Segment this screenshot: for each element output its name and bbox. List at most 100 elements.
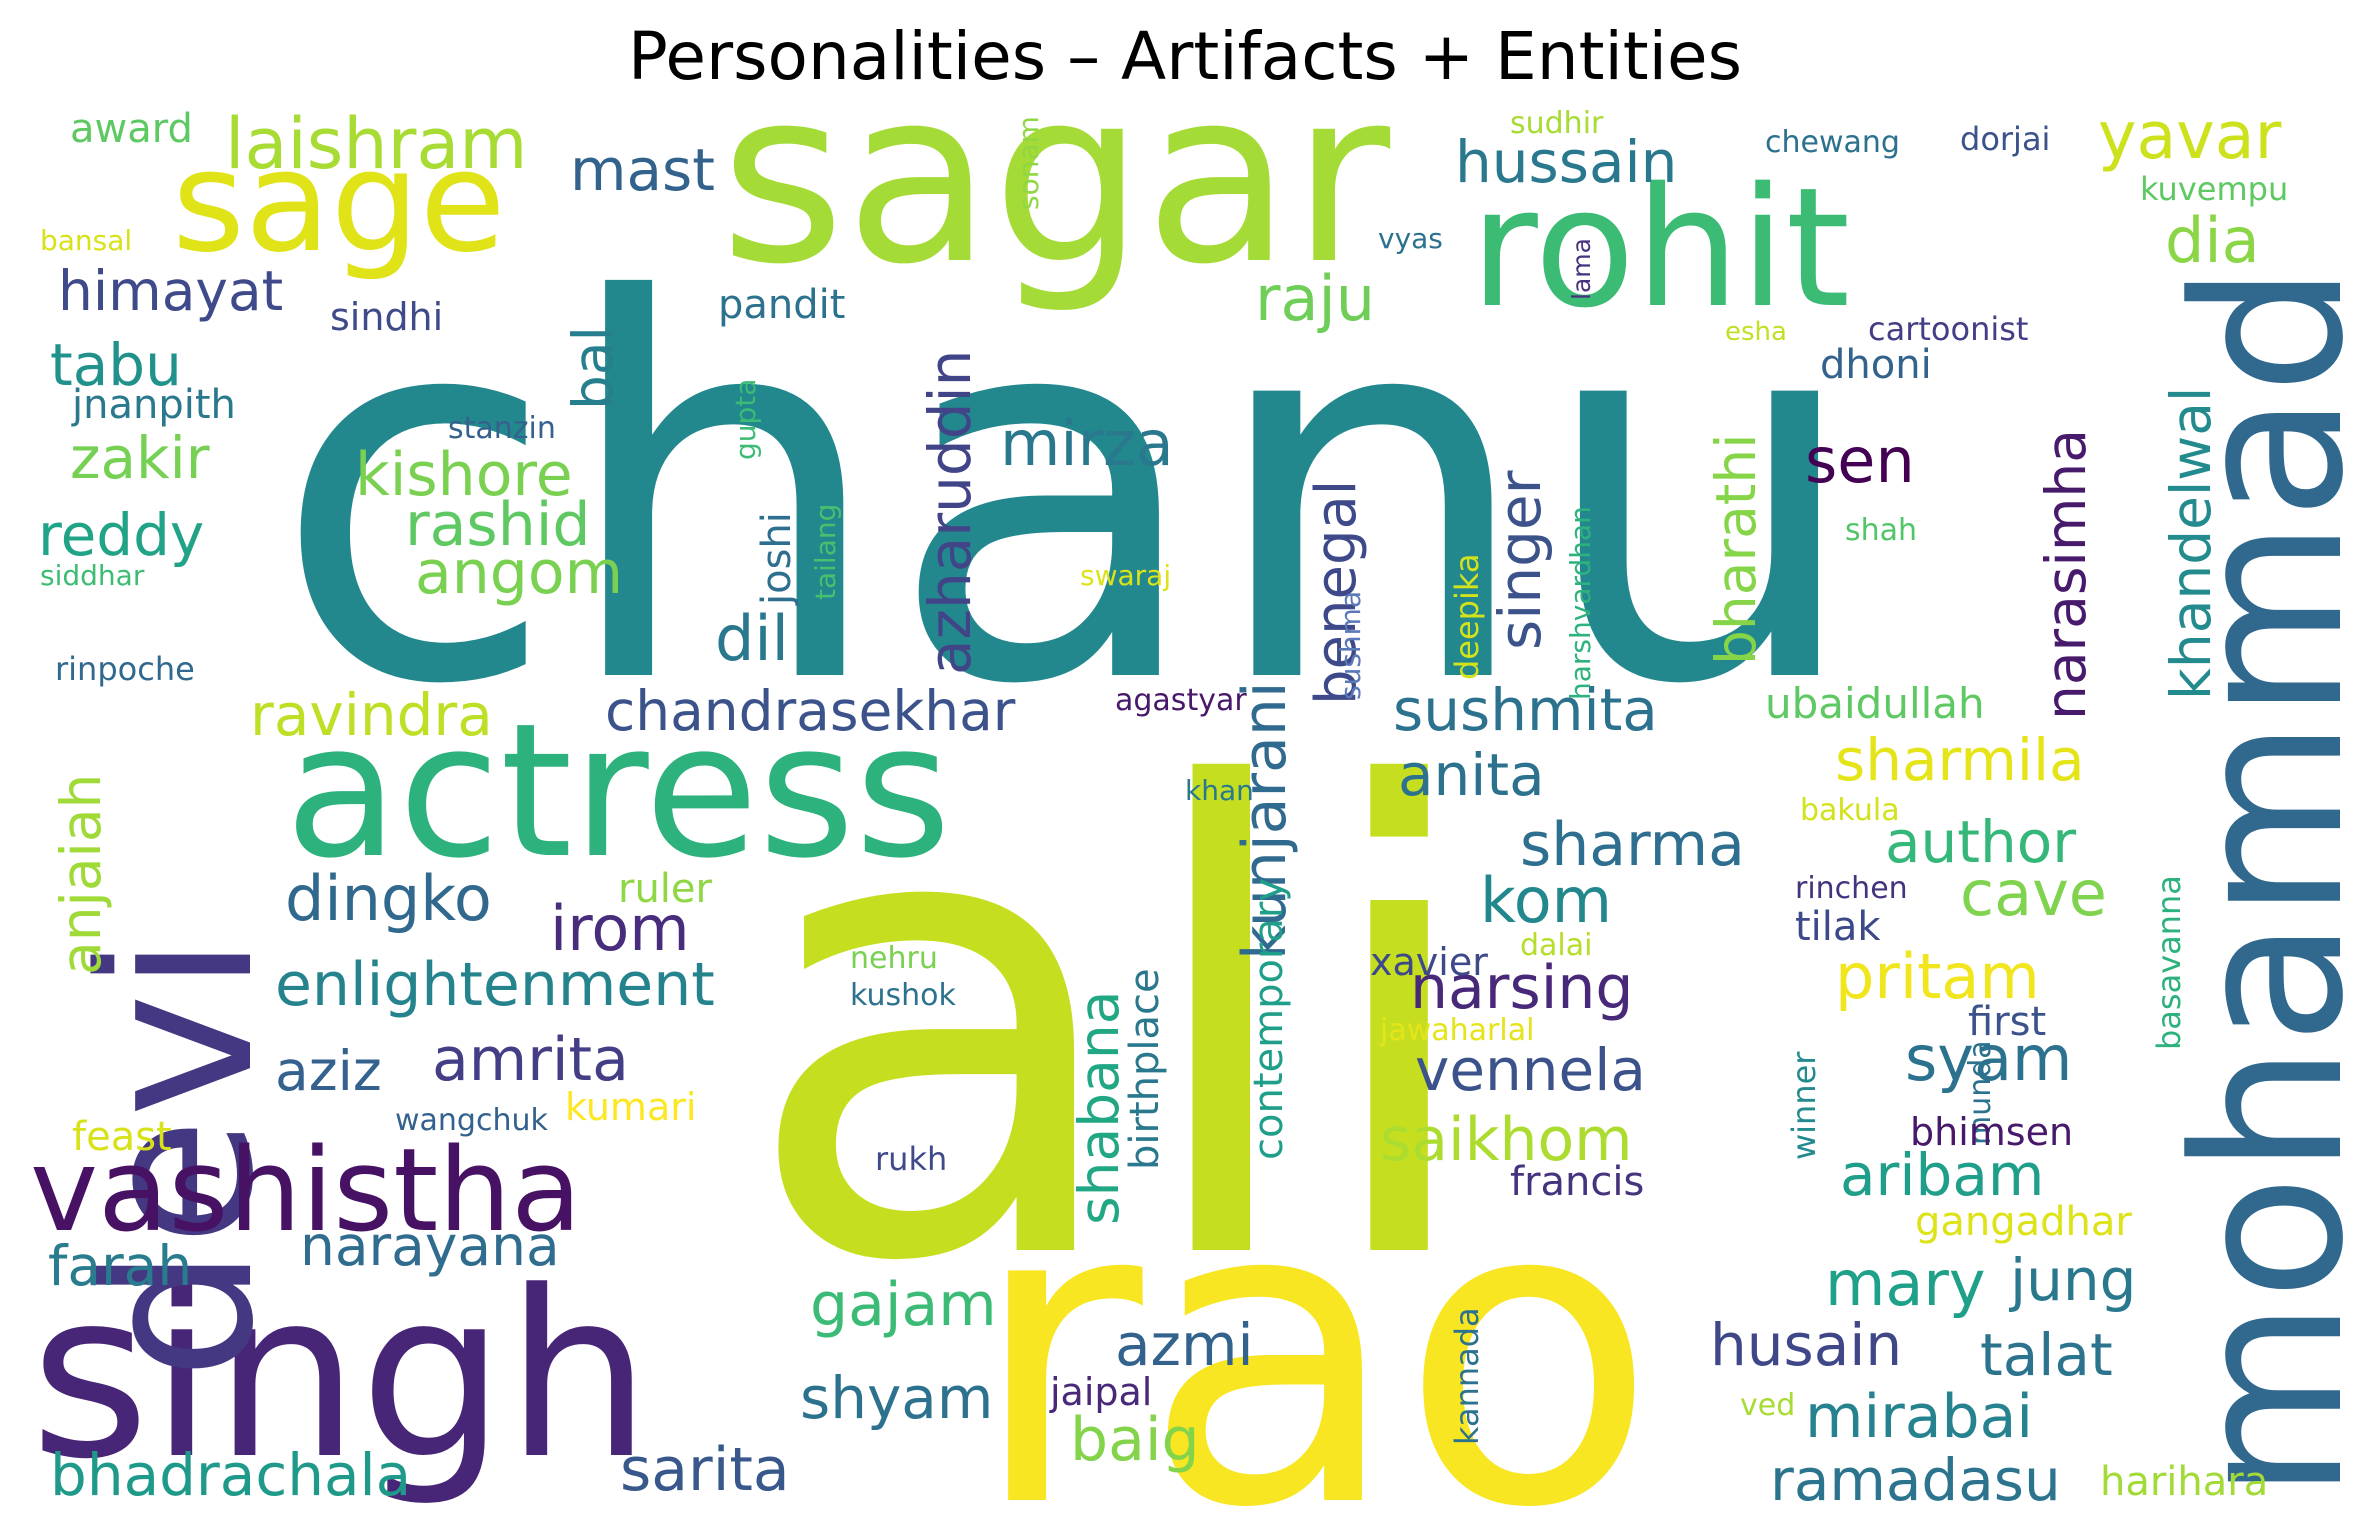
word-raju: raju bbox=[1255, 262, 1375, 335]
page-title: Personalities – Artifacts + Entities bbox=[627, 18, 1742, 95]
word-dhoni: dhoni bbox=[1820, 342, 1932, 388]
word-cartoonist: cartoonist bbox=[1868, 310, 2028, 348]
word-singer: singer bbox=[1486, 470, 1554, 650]
word-sagar: sagar bbox=[720, 37, 1391, 317]
word-kushok: kushok bbox=[850, 978, 956, 1013]
word-dil: dil bbox=[715, 602, 789, 675]
word-sonam: sonam bbox=[1012, 116, 1045, 210]
word-khan: khan bbox=[1185, 774, 1254, 807]
word-sage: sage bbox=[172, 121, 506, 284]
word-pritam: pritam bbox=[1835, 940, 2040, 1013]
word-basavanna: basavanna bbox=[2150, 875, 2188, 1050]
word-rinchen: rinchen bbox=[1795, 871, 1908, 906]
word-laishram: laishram bbox=[225, 103, 528, 185]
word-deepika: deepika bbox=[1448, 554, 1486, 680]
word-sen: sen bbox=[1805, 424, 1915, 497]
word-sarita: sarita bbox=[620, 1435, 790, 1505]
word-ubaidullah: ubaidullah bbox=[1765, 679, 1985, 728]
word-first: first bbox=[1968, 999, 2046, 1045]
word-kannada: kannada bbox=[1448, 1307, 1486, 1445]
word-reddy: reddy bbox=[38, 501, 204, 569]
word-kunjarani: kunjarani bbox=[1230, 681, 1300, 960]
word-zakir: zakir bbox=[70, 424, 210, 492]
word-chanu: chanu bbox=[272, 192, 1865, 798]
word-contemporary: contemporary bbox=[1246, 878, 1292, 1160]
word-jaipal: jaipal bbox=[1049, 1370, 1152, 1414]
word-sharma: sharma bbox=[1520, 810, 1745, 880]
word-tailang: tailang bbox=[809, 504, 842, 600]
word-stanzin: stanzin bbox=[448, 411, 556, 446]
word-rohit: rohit bbox=[1470, 152, 1850, 344]
word-dorjai: dorjai bbox=[1960, 120, 2050, 158]
word-jnanpith: jnanpith bbox=[71, 382, 236, 428]
word-harihara: harihara bbox=[2100, 1459, 2268, 1505]
word-winner: winner bbox=[1785, 1051, 1823, 1160]
word-bhimsen: bhimsen bbox=[1910, 1110, 2073, 1154]
word-devi: devi bbox=[55, 935, 300, 1380]
word-saikhom: saikhom bbox=[1380, 1105, 1633, 1175]
word-rukh: rukh bbox=[875, 1140, 947, 1178]
word-kom: kom bbox=[1480, 864, 1612, 937]
word-jung: jung bbox=[2008, 1246, 2136, 1314]
word-anita: anita bbox=[1398, 741, 1545, 809]
word-agastyar: agastyar bbox=[1115, 683, 1247, 718]
word-farah: farah bbox=[48, 1234, 192, 1298]
word-sharmila: sharmila bbox=[1835, 726, 2085, 794]
word-irom: irom bbox=[550, 892, 690, 965]
word-nehru: nehru bbox=[850, 941, 938, 976]
word-gupta: gupta bbox=[729, 379, 762, 460]
word-author: author bbox=[1885, 808, 2076, 876]
word-sushma: sushma bbox=[1334, 591, 1367, 700]
word-amrita: amrita bbox=[432, 1025, 629, 1095]
word-sudhir: sudhir bbox=[1510, 106, 1604, 141]
word-anjaiah: anjaiah bbox=[49, 774, 113, 975]
word-tabu: tabu bbox=[50, 331, 182, 399]
word-himayat: himayat bbox=[58, 259, 283, 323]
word-bal: bal bbox=[561, 326, 625, 410]
word-sushmita: sushmita bbox=[1393, 676, 1658, 744]
word-talat: talat bbox=[1980, 1321, 2113, 1389]
word-bakula: bakula bbox=[1800, 793, 1900, 828]
word-rashid: rashid bbox=[405, 490, 590, 560]
word-francis: francis bbox=[1510, 1159, 1644, 1205]
word-mirza: mirza bbox=[1000, 407, 1174, 480]
word-mary: mary bbox=[1825, 1247, 1986, 1320]
word-ved: ved bbox=[1740, 1388, 1795, 1423]
word-dia: dia bbox=[2165, 204, 2260, 277]
word-bharathi: bharathi bbox=[1704, 434, 1768, 666]
word-award: award bbox=[70, 106, 193, 152]
word-cave: cave bbox=[1960, 857, 2107, 930]
word-esha: esha bbox=[1725, 317, 1787, 347]
word-azharuddin: azharuddin bbox=[916, 350, 984, 675]
word-shabana: shabana bbox=[1067, 991, 1131, 1225]
word-dingko: dingko bbox=[285, 862, 492, 935]
word-vashistha: vashistha bbox=[30, 1124, 582, 1258]
word-ruler: ruler bbox=[618, 866, 713, 912]
word-narsing: narsing bbox=[1410, 953, 1634, 1023]
word-benegal: benegal bbox=[1304, 480, 1369, 705]
word-aribam: aribam bbox=[1840, 1141, 2044, 1209]
word-gajam: gajam bbox=[810, 1270, 997, 1340]
word-feast: feast bbox=[72, 1114, 172, 1160]
word-syam: syam bbox=[1905, 1022, 2072, 1095]
word-harshvardhan: harshvardhan bbox=[1564, 506, 1597, 700]
word-chandrasekhar: chandrasekhar bbox=[605, 679, 1016, 743]
word-husain: husain bbox=[1710, 1311, 1902, 1379]
word-rinpoche: rinpoche bbox=[55, 650, 195, 688]
word-gangadhar: gangadhar bbox=[1915, 1199, 2132, 1245]
word-mirabai: mirabai bbox=[1805, 1382, 2033, 1452]
word-wangchuk: wangchuk bbox=[395, 1103, 548, 1138]
word-birthplace: birthplace bbox=[1122, 968, 1168, 1170]
word-khandelwal: khandelwal bbox=[2159, 387, 2223, 700]
word-shyam: shyam bbox=[800, 1364, 993, 1432]
word-mast: mast bbox=[570, 136, 715, 204]
word-ali: ali bbox=[740, 656, 1488, 1401]
word-narasimha: narasimha bbox=[2034, 429, 2098, 720]
word-jawaharlal: jawaharlal bbox=[1379, 1013, 1534, 1048]
word-siddhar: siddhar bbox=[40, 559, 145, 592]
word-dalai: dalai bbox=[1520, 928, 1592, 963]
word-rao: rao bbox=[970, 1111, 1657, 1523]
word-mohammad: mohammad bbox=[2151, 264, 2370, 1500]
word-hussain: hussain bbox=[1455, 128, 1677, 196]
